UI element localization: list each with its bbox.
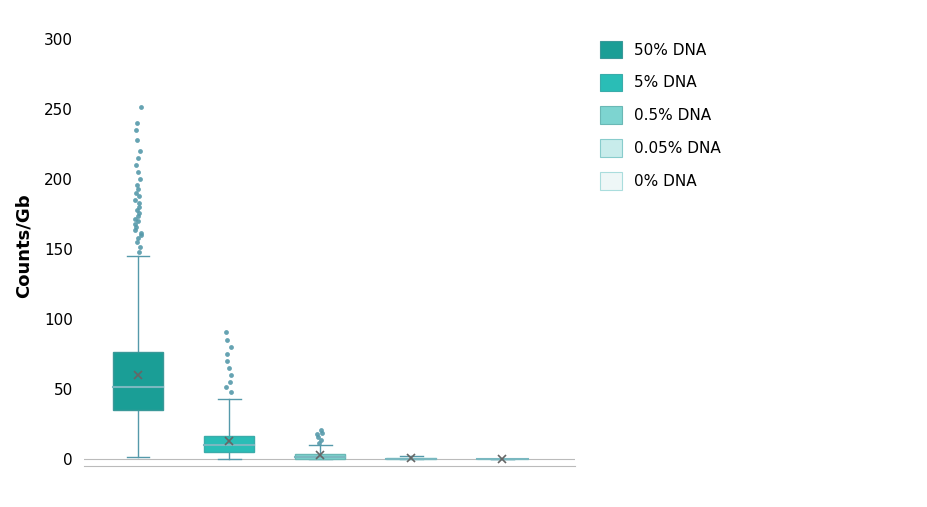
Point — [311, 433, 325, 441]
Point — [132, 199, 146, 207]
Point — [222, 378, 237, 386]
Point — [133, 148, 147, 156]
Point — [127, 196, 142, 204]
Point — [129, 126, 144, 134]
Point — [129, 223, 144, 231]
Point — [129, 136, 144, 144]
Point — [314, 429, 329, 437]
Point — [131, 212, 146, 220]
Point — [310, 430, 324, 438]
Point — [129, 181, 144, 189]
Bar — [295, 454, 345, 459]
Point — [130, 185, 145, 193]
Point — [223, 388, 238, 396]
Point — [130, 168, 145, 176]
Point — [132, 203, 146, 211]
Point — [219, 336, 234, 344]
Point — [131, 192, 146, 200]
Point — [131, 154, 146, 162]
Legend: 50% DNA, 5% DNA, 0.5% DNA, 0.05% DNA, 0% DNA: 50% DNA, 5% DNA, 0.5% DNA, 0.05% DNA, 0%… — [592, 33, 728, 198]
Point — [128, 226, 143, 234]
Point — [131, 234, 146, 242]
Bar — [386, 458, 436, 459]
Bar — [204, 436, 254, 452]
Point — [127, 214, 142, 223]
Point — [129, 206, 144, 214]
Point — [132, 209, 146, 217]
Point — [131, 248, 146, 256]
Point — [130, 119, 145, 127]
Point — [220, 350, 235, 358]
Point — [313, 426, 328, 434]
Point — [128, 161, 143, 169]
Point — [220, 357, 235, 366]
Point — [133, 231, 148, 239]
Point — [127, 220, 142, 228]
Y-axis label: Counts/Gb: Counts/Gb — [15, 194, 33, 298]
Point — [222, 365, 236, 373]
Point — [218, 383, 233, 391]
Point — [133, 242, 147, 250]
Point — [311, 439, 326, 447]
Point — [130, 218, 145, 226]
Point — [312, 436, 327, 444]
Point — [223, 371, 238, 379]
Point — [133, 229, 148, 237]
Point — [133, 102, 148, 111]
Point — [223, 343, 238, 351]
Point — [219, 328, 234, 336]
Point — [132, 175, 146, 184]
Point — [129, 189, 144, 197]
Point — [129, 238, 144, 246]
Bar — [113, 352, 163, 411]
